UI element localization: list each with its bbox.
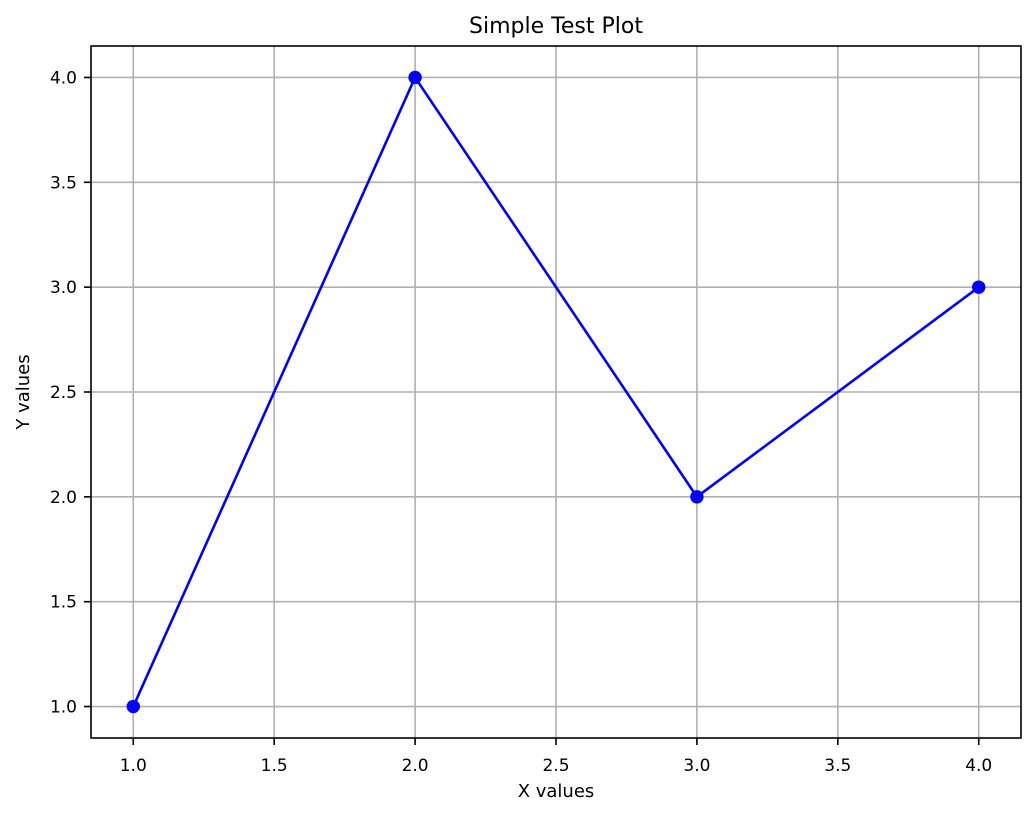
x-tick-label: 2.5 bbox=[542, 756, 569, 776]
x-tick-label: 1.0 bbox=[120, 756, 147, 776]
x-axis-label: X values bbox=[518, 781, 595, 802]
y-tick-label: 4.0 bbox=[50, 68, 77, 88]
data-point bbox=[408, 70, 422, 85]
x-tick-label: 3.5 bbox=[824, 756, 851, 776]
data-point bbox=[126, 699, 140, 714]
y-tick-label: 2.0 bbox=[50, 488, 77, 508]
x-tick-label: 2.0 bbox=[402, 756, 429, 776]
y-tick-label: 1.5 bbox=[50, 593, 77, 613]
y-axis-label: Y values bbox=[13, 354, 34, 430]
y-tick-label: 1.0 bbox=[50, 698, 77, 718]
series-line bbox=[131, 76, 981, 708]
chart-title: Simple Test Plot bbox=[469, 14, 643, 39]
x-tick-label: 4.0 bbox=[965, 756, 992, 776]
data-point bbox=[972, 280, 986, 294]
y-tick-label: 3.5 bbox=[50, 173, 77, 193]
x-axis-ticks: 1.0 1.5 2.0 2.5 3.0 3.5 4.0 bbox=[120, 738, 992, 776]
y-tick-label: 3.0 bbox=[50, 278, 77, 298]
x-tick-label: 3.0 bbox=[683, 756, 710, 776]
y-axis-ticks: 1.0 1.5 2.0 2.5 3.0 3.5 4.0 bbox=[50, 68, 91, 718]
data-point bbox=[690, 490, 704, 504]
y-tick-label: 2.5 bbox=[50, 383, 77, 403]
grid-lines bbox=[91, 46, 1021, 738]
plot-series bbox=[126, 70, 986, 714]
x-tick-label: 1.5 bbox=[261, 756, 288, 776]
